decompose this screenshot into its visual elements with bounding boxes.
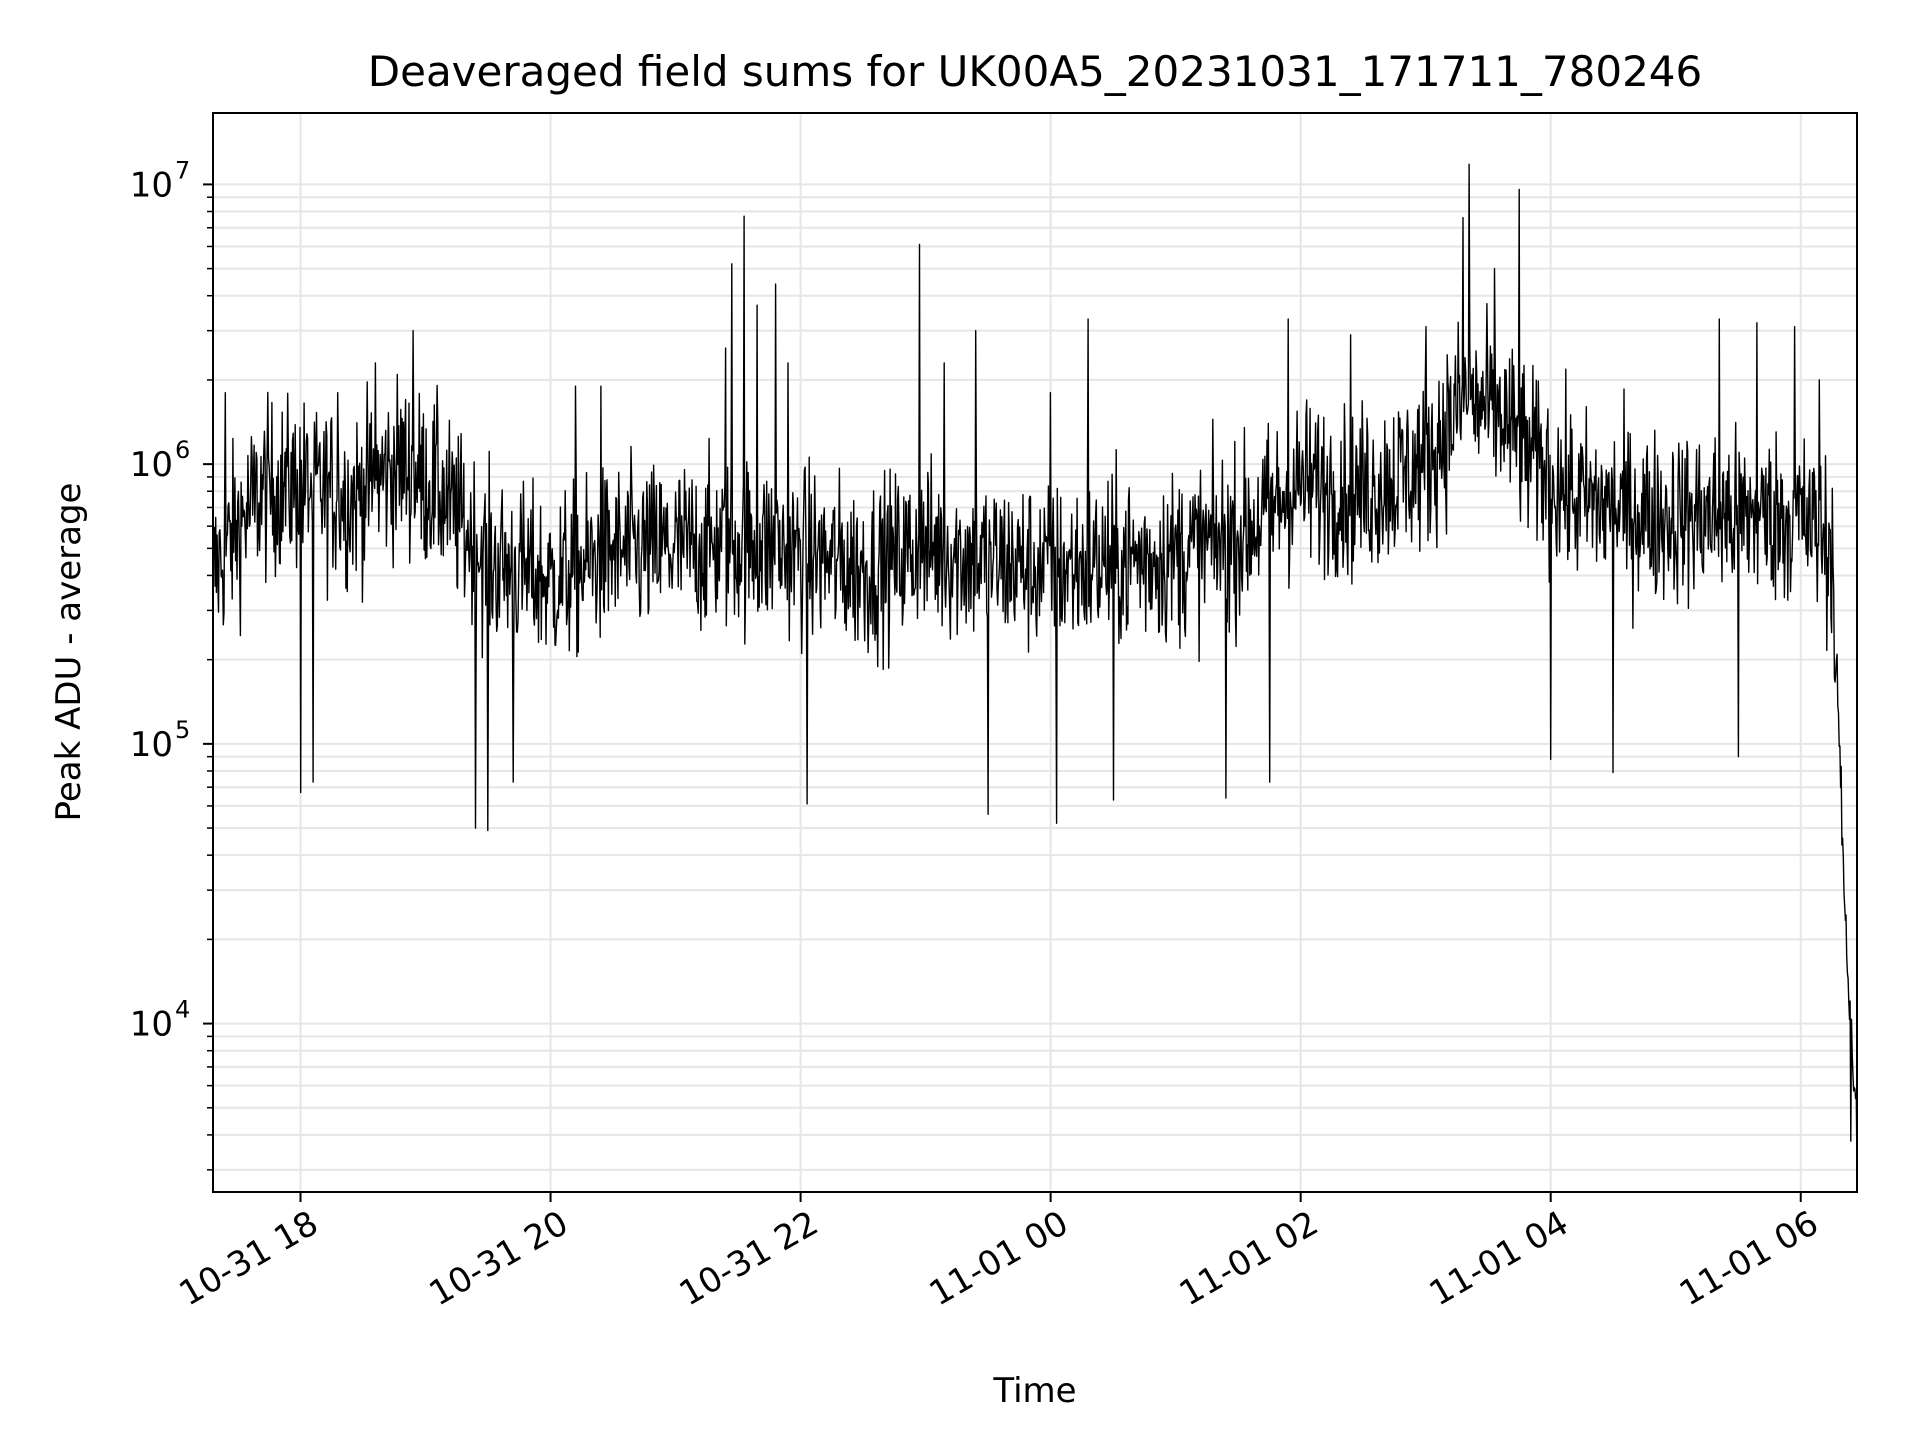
grid-lines bbox=[213, 113, 1857, 1192]
y-tick-exponent: 4 bbox=[175, 996, 190, 1024]
y-tick-label: 10 bbox=[130, 445, 173, 485]
y-tick-exponent: 6 bbox=[175, 436, 190, 464]
chart-title: Deaveraged field sums for UK00A5_2023103… bbox=[368, 47, 1702, 96]
y-tick-label: 10 bbox=[130, 165, 173, 205]
plot-frame bbox=[212, 112, 1858, 1193]
y-tick-exponent: 7 bbox=[175, 156, 190, 184]
y-axis-label: Peak ADU - average bbox=[49, 483, 89, 822]
x-axis-label: Time bbox=[992, 1371, 1076, 1411]
plot-area-background bbox=[213, 113, 1857, 1192]
y-tick-label: 10 bbox=[130, 1005, 173, 1045]
y-tick-label: 10 bbox=[130, 725, 173, 765]
series-line bbox=[213, 163, 1857, 1171]
series-line-group bbox=[213, 163, 1857, 1171]
y-tick-exponent: 5 bbox=[175, 716, 190, 744]
